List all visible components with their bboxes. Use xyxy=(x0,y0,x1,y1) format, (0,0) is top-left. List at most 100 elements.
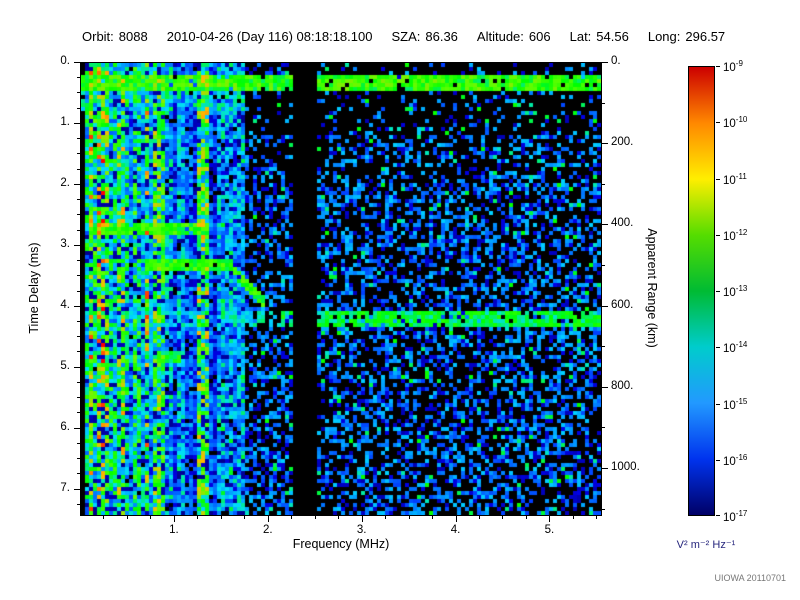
altitude-label: Altitude: xyxy=(476,29,524,44)
y-minor-tick xyxy=(77,168,80,170)
colorbar-tick xyxy=(716,122,720,124)
colorbar-tick-label: 10-13 xyxy=(723,284,748,299)
x-tick-label: 3. xyxy=(356,524,367,536)
colorbar-tick-label: 10-14 xyxy=(723,340,748,356)
colorbar-tick xyxy=(716,234,720,236)
y2-tick xyxy=(602,305,608,307)
colorbar-tick xyxy=(716,347,720,349)
y2-tick xyxy=(602,468,608,470)
y2-tick-label: 800. xyxy=(611,379,634,392)
y2-tick-label: 1000. xyxy=(611,461,640,474)
x-tick-label: 2. xyxy=(262,524,273,536)
y2-minor-tick xyxy=(602,183,605,185)
x-tick xyxy=(267,516,269,522)
y2-axis-label: Apparent Range (km) xyxy=(645,228,659,348)
y2-tick xyxy=(602,143,608,145)
y-minor-tick xyxy=(77,92,80,94)
y-axis-label: Time Delay (ms) xyxy=(27,242,41,334)
long-label: Long: xyxy=(647,29,681,44)
y-tick xyxy=(74,244,80,246)
y-minor-tick xyxy=(77,412,80,414)
y-minor-tick xyxy=(77,503,80,505)
y2-tick-label: 600. xyxy=(611,298,634,311)
credit-text: UIOWA 20110701 xyxy=(714,573,786,583)
x-tick xyxy=(173,516,175,522)
colorbar-tick-label: 10-9 xyxy=(723,59,743,74)
y-tick-label: 4. xyxy=(60,298,70,311)
y-minor-tick xyxy=(77,442,80,444)
y2-tick-label: 400. xyxy=(611,217,634,230)
y-minor-tick xyxy=(77,336,80,338)
y-minor-tick xyxy=(77,397,80,399)
x-tick xyxy=(361,516,363,522)
y-minor-tick xyxy=(77,199,80,201)
x-minor-tick xyxy=(126,516,128,519)
sza-value: 86.36 xyxy=(425,29,458,44)
x-minor-tick xyxy=(385,516,387,519)
y2-minor-tick xyxy=(602,427,605,429)
y-minor-tick xyxy=(77,260,80,262)
y2-tick xyxy=(602,62,608,63)
x-minor-tick xyxy=(572,516,574,519)
altitude-value: 606 xyxy=(528,29,551,44)
y2-tick xyxy=(602,386,608,388)
y2-minor-tick xyxy=(602,346,605,348)
plot-frame xyxy=(80,62,602,516)
orbit-field: Orbit: 8088 xyxy=(82,29,148,44)
colorbar-tick-label: 10-16 xyxy=(723,452,748,468)
y-minor-tick xyxy=(77,458,80,460)
y-tick-label: 7. xyxy=(60,481,70,494)
x-tick-label: 4. xyxy=(450,524,461,536)
y-tick xyxy=(74,305,80,307)
y-minor-tick xyxy=(77,107,80,109)
y-minor-tick xyxy=(77,229,80,231)
y2-tick-label: 200. xyxy=(611,136,634,149)
x-minor-tick xyxy=(432,516,434,519)
colorbar-tick xyxy=(716,178,720,180)
y-minor-tick xyxy=(77,275,80,277)
x-minor-tick xyxy=(479,516,480,519)
lat-label: Lat: xyxy=(569,29,592,44)
colorbar-tick-label: 10-11 xyxy=(723,171,747,187)
x-minor-tick xyxy=(525,516,527,519)
x-tick xyxy=(455,516,457,522)
y-minor-tick xyxy=(77,214,80,216)
x-tick-label: 5. xyxy=(544,524,555,536)
colorbar-tick xyxy=(716,66,720,67)
y-minor-tick xyxy=(77,290,80,292)
x-minor-tick xyxy=(220,516,222,519)
x-minor-tick xyxy=(502,516,504,519)
orbit-label: Orbit: xyxy=(82,29,114,44)
long-field: Long: 296.57 xyxy=(648,29,725,44)
y2-minor-tick xyxy=(602,102,605,104)
y-tick xyxy=(74,183,80,185)
colorbar-tick xyxy=(716,403,720,405)
x-minor-tick xyxy=(408,516,410,519)
altitude-field: Altitude: 606 xyxy=(477,29,551,44)
y-minor-tick xyxy=(77,473,80,475)
x-tick xyxy=(549,516,551,522)
y-tick-label: 2. xyxy=(60,176,70,189)
y2-minor-tick xyxy=(602,508,605,510)
y-minor-tick xyxy=(77,77,80,79)
x-minor-tick xyxy=(150,516,152,519)
sza-label: SZA: xyxy=(391,29,421,44)
y-minor-tick xyxy=(77,153,80,155)
colorbar-tick-label: 10-17 xyxy=(723,509,748,524)
x-minor-tick xyxy=(197,516,199,519)
y-minor-tick xyxy=(77,351,80,353)
colorbar-tick xyxy=(716,515,720,516)
x-minor-tick xyxy=(314,516,316,519)
y-minor-tick xyxy=(77,381,80,383)
colorbar-tick-label: 10-10 xyxy=(723,115,748,131)
datetime-value: 2010-04-26 (Day 116) 08:18:18.100 xyxy=(166,29,373,44)
spectrogram-canvas xyxy=(81,63,601,515)
y-tick xyxy=(74,122,80,124)
x-minor-tick xyxy=(244,516,246,519)
x-minor-tick xyxy=(291,516,293,519)
colorbar-tick-label: 10-12 xyxy=(723,227,748,243)
x-axis-label: Frequency (MHz) xyxy=(292,537,390,551)
lat-value: 54.56 xyxy=(596,29,629,44)
y-tick-label: 1. xyxy=(60,115,70,128)
orbit-value: 8088 xyxy=(118,29,148,44)
